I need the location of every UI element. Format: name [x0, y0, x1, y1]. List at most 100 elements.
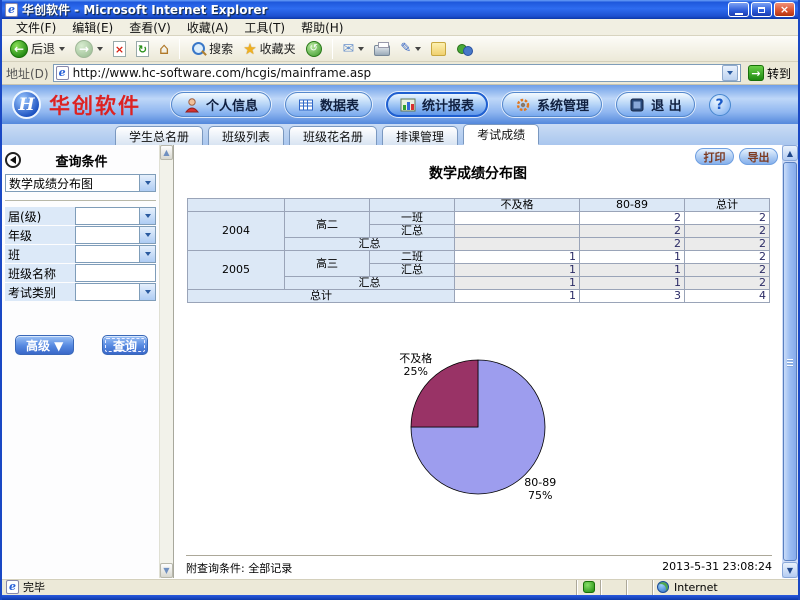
search-button[interactable]: 搜索 [186, 39, 237, 58]
grand-total-cell: 总计 [187, 289, 455, 303]
tab-class-roster[interactable]: 班级花名册 [289, 126, 378, 145]
grade-cell: 高三 [284, 250, 370, 277]
address-bar: 地址(D) e http://www.hc-software.com/hcgis… [2, 62, 798, 85]
go-label: 转到 [766, 66, 791, 81]
class-select[interactable] [75, 245, 156, 263]
pie-slice-label: 80-89 75% [524, 476, 557, 503]
nav-personal-info-button[interactable]: 个人信息 [171, 92, 272, 117]
brand-name: 华创软件 [49, 93, 141, 118]
sidebar-scrollbar[interactable]: ▲ ▼ [159, 145, 174, 578]
scroll-up-icon[interactable]: ▲ [782, 145, 798, 161]
report-type-select[interactable]: 数学成绩分布图 [5, 174, 156, 192]
menu-edit[interactable]: 编辑(E) [72, 20, 114, 35]
menu-file[interactable]: 文件(F) [16, 20, 57, 35]
favorites-button[interactable]: ★ 收藏夹 [239, 39, 299, 59]
exam-type-select[interactable] [75, 283, 156, 301]
globe-icon [657, 581, 669, 593]
back-button[interactable]: ← 后退 [6, 39, 69, 59]
tab-exam-scores[interactable]: 考试成绩 [463, 124, 540, 145]
notes-button[interactable] [427, 41, 450, 57]
go-button[interactable]: → 转到 [745, 65, 794, 82]
class-subtotal-cell: 汇总 [369, 224, 455, 238]
minimize-button[interactable] [728, 2, 749, 17]
tab-class-list[interactable]: 班级列表 [208, 126, 285, 145]
stop-icon: × [113, 40, 127, 57]
field-label-class-name: 班级名称 [5, 264, 75, 282]
address-dropdown-button[interactable] [721, 65, 738, 81]
scroll-down-icon[interactable]: ▼ [160, 563, 173, 578]
edit-button[interactable]: ✎ [396, 40, 425, 57]
advanced-button[interactable]: 高级 ▼ [15, 335, 75, 355]
refresh-button[interactable]: ↻ [132, 40, 153, 58]
tab-student-roster[interactable]: 学生总名册 [115, 126, 204, 145]
ie-app-icon: e [5, 2, 18, 17]
print-button[interactable] [370, 40, 394, 57]
address-input[interactable]: e http://www.hc-software.com/hcgis/mainf… [52, 64, 741, 82]
window-bottom-border [2, 595, 798, 600]
tab-scheduling[interactable]: 排课管理 [382, 126, 459, 145]
stop-button[interactable]: × [109, 40, 130, 58]
help-button[interactable]: ? [708, 93, 731, 116]
main-area: 查询条件 数学成绩分布图 届(级) 年级 班 班级名称 [2, 145, 798, 578]
table-header-row: 不及格 80-89 总计 [187, 198, 770, 212]
report-title: 数学成绩分布图 [429, 166, 527, 182]
class-name-input[interactable] [75, 264, 156, 282]
field-label-grade-year: 届(级) [5, 207, 75, 225]
history-button[interactable]: ↺ [302, 40, 326, 58]
pie-chart: 80-89 75% 不及格 25% [318, 267, 638, 578]
grade-select[interactable] [75, 226, 156, 244]
logo-icon: H [12, 90, 41, 119]
title-bar: e 华创软件 - Microsoft Internet Explorer × [2, 0, 798, 19]
restore-button[interactable] [751, 2, 772, 17]
status-message: 完毕 [23, 581, 45, 594]
messenger-button[interactable] [452, 40, 477, 58]
notes-icon [431, 41, 447, 56]
content-scrollbar[interactable]: ▲ ▼ [782, 145, 798, 578]
pie-chart-svg [410, 359, 546, 495]
home-button[interactable]: ⌂ [155, 38, 173, 59]
year-subtotal-cell: 汇总 [284, 237, 455, 251]
print-report-button[interactable]: 打印 [695, 148, 734, 165]
nav-report-button[interactable]: 统计报表 [386, 92, 489, 117]
field-label-class: 班 [5, 245, 75, 263]
scroll-down-icon[interactable]: ▼ [782, 562, 798, 578]
back-dropdown-icon [59, 46, 66, 51]
forward-icon: → [75, 39, 94, 58]
footer-query-note: 附查询条件: 全部记录 [186, 562, 293, 575]
field-label-grade: 年级 [5, 226, 75, 244]
nav-system-label: 系统管理 [537, 99, 590, 114]
export-report-button[interactable]: 导出 [739, 148, 778, 165]
scroll-up-icon[interactable]: ▲ [160, 145, 173, 160]
chevron-down-icon [139, 208, 155, 224]
mail-button[interactable]: ✉ [339, 40, 369, 58]
edit-dropdown-icon [415, 46, 422, 51]
edit-icon: ✎ [400, 41, 412, 56]
query-button[interactable]: 查询 [101, 335, 148, 355]
nav-data-table-button[interactable]: 数据表 [285, 92, 373, 117]
module-tab-bar: 学生总名册 班级列表 班级花名册 排课管理 考试成绩 [2, 124, 798, 145]
nav-system-button[interactable]: 系统管理 [502, 92, 603, 117]
report-type-value: 数学成绩分布图 [9, 176, 94, 191]
menu-view[interactable]: 查看(V) [129, 20, 171, 35]
collapse-sidebar-button[interactable] [5, 152, 21, 168]
favorites-label: 收藏夹 [259, 42, 296, 56]
table-row: 2005 高三 二班 1 1 2 [187, 250, 770, 290]
table-row: 汇总 1 1 2 [188, 263, 770, 277]
app-header: H 华创软件 个人信息 数据表 统计报表 系统管理 退 出 ? [2, 85, 798, 124]
score-distribution-table: 不及格 80-89 总计 2004 高二 一班 2 2 汇总 2 2 [187, 198, 770, 303]
window-title: 华创软件 - Microsoft Internet Explorer [22, 3, 268, 17]
grade-year-select[interactable] [75, 207, 156, 225]
pie-slice [410, 359, 479, 428]
forward-button[interactable]: → [71, 39, 107, 59]
menu-favorites[interactable]: 收藏(A) [186, 20, 229, 35]
menu-bar: 文件(F) 编辑(E) 查看(V) 收藏(A) 工具(T) 帮助(H) [2, 19, 798, 36]
field-label-exam-type: 考试类别 [5, 283, 75, 301]
gear-icon [516, 98, 530, 111]
scrollbar-thumb[interactable] [783, 162, 797, 561]
menu-tools[interactable]: 工具(T) [244, 20, 286, 35]
nav-exit-button[interactable]: 退 出 [616, 92, 695, 117]
close-button[interactable]: × [774, 2, 795, 17]
person-icon [184, 97, 200, 112]
table-icon [299, 99, 314, 110]
menu-help[interactable]: 帮助(H) [301, 20, 344, 35]
